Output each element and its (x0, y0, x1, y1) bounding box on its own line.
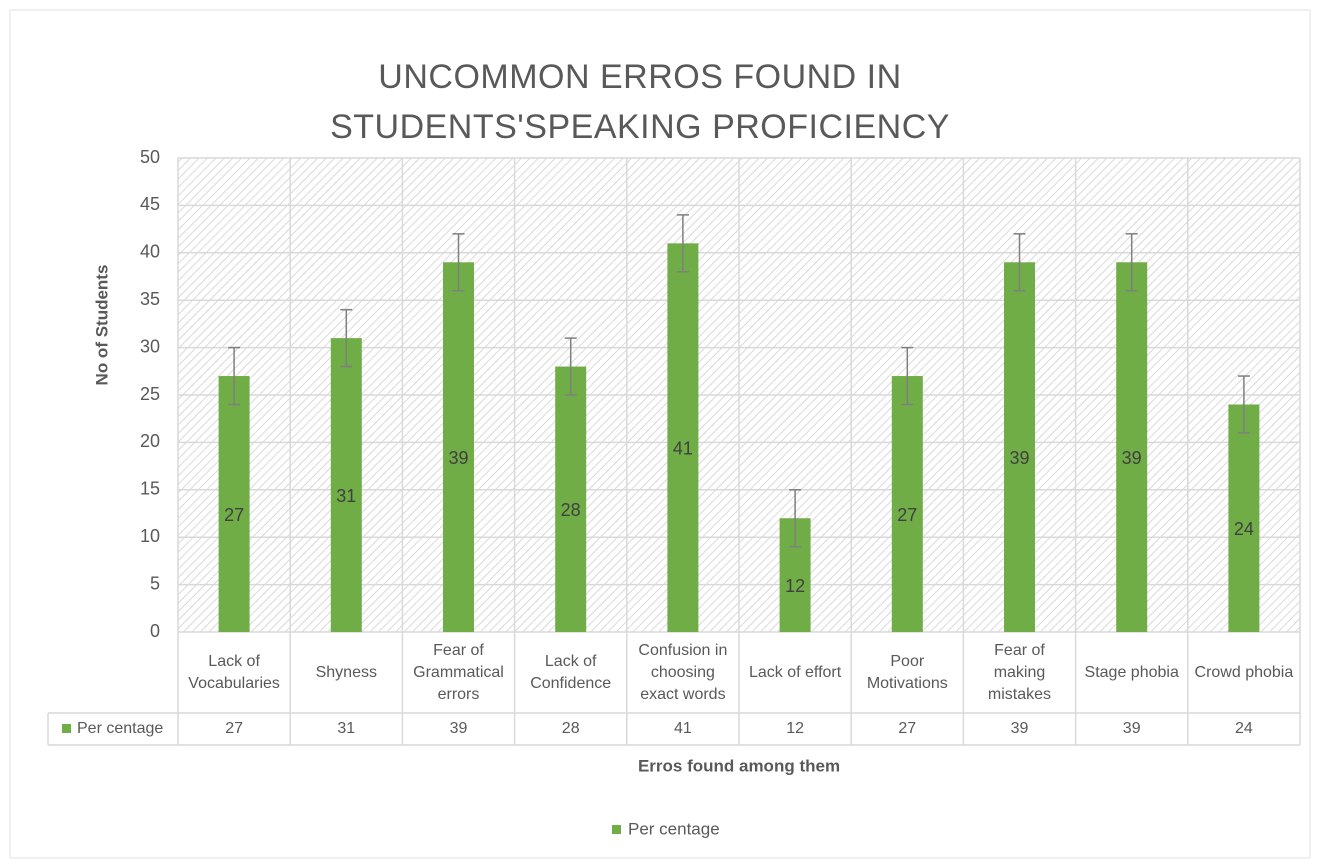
x-tick-label: Lack of Vocabularies (188, 652, 280, 692)
data-label: 27 (897, 505, 917, 525)
x-axis-label: Erros found among them (638, 756, 840, 775)
y-tick-label: 0 (150, 621, 160, 641)
y-tick-label: 5 (150, 573, 160, 593)
y-tick-label: 50 (140, 147, 160, 167)
bar (330, 338, 362, 632)
data-label: 31 (336, 486, 356, 506)
bar (1228, 404, 1260, 632)
error-bar (564, 337, 577, 396)
data-label: 39 (1009, 448, 1029, 468)
legend-swatch (62, 724, 71, 733)
error-bar (340, 308, 353, 368)
bar (1116, 262, 1148, 632)
chart-title: UNCOMMON ERROS FOUND IN STUDENTS'SPEAKIN… (330, 58, 950, 146)
table-value: 27 (898, 720, 916, 737)
y-tick-label: 35 (140, 289, 160, 309)
error-bar (676, 214, 689, 273)
x-tick-label: Stage phobia (1084, 663, 1179, 681)
table-value: 27 (225, 720, 243, 737)
bar (891, 376, 923, 632)
y-axis-label: No of Students (92, 265, 111, 386)
table-value: 39 (1123, 720, 1141, 737)
y-tick-label: 40 (140, 242, 160, 262)
table-value: 39 (450, 720, 468, 737)
error-bar (1013, 233, 1026, 292)
bar (1004, 262, 1035, 632)
x-tick-label: Confusion in choosing exact words (638, 641, 728, 703)
error-bar (789, 489, 802, 548)
y-tick-label: 45 (140, 194, 160, 214)
data-label: 24 (1234, 519, 1254, 539)
x-tick-label: Shyness (315, 663, 377, 681)
table-value: 41 (674, 720, 692, 737)
y-tick-label: 30 (140, 336, 160, 356)
table-value: 24 (1235, 720, 1253, 737)
legend-label: Per centage (628, 819, 720, 838)
x-tick-label: Lack of effort (748, 663, 842, 681)
table-value: 12 (786, 720, 804, 737)
data-label: 39 (448, 448, 468, 468)
x-tick-label: Crowd phobia (1194, 663, 1294, 681)
table-value: 39 (1011, 720, 1029, 737)
table-series-name: Per centage (77, 720, 163, 737)
error-bar (228, 346, 241, 406)
error-bar (1125, 233, 1138, 292)
x-tick-label: Lack of Confidence (530, 652, 612, 692)
bar (218, 376, 250, 632)
x-tick-label: Fear of Grammatical errors (413, 641, 504, 703)
table-value: 28 (562, 720, 580, 737)
data-label: 39 (1122, 448, 1142, 468)
bar (555, 366, 587, 632)
table-value: 31 (337, 720, 355, 737)
x-tick-label: Poor Motivations (866, 652, 948, 692)
bar (667, 243, 699, 632)
y-tick-label: 25 (140, 384, 160, 404)
y-tick-label: 20 (140, 431, 160, 451)
data-label: 28 (561, 500, 581, 520)
data-label: 27 (224, 505, 244, 525)
error-bar (452, 233, 465, 292)
data-label: 41 (673, 438, 693, 458)
error-bar (1237, 375, 1250, 434)
y-tick-label: 15 (140, 479, 160, 499)
y-tick-label: 10 (140, 526, 160, 546)
data-label: 12 (785, 576, 805, 596)
chart-border (9, 9, 1311, 859)
x-tick-label: Fear of making mistakes (987, 641, 1052, 703)
legend-swatch (612, 825, 621, 834)
bar (443, 262, 474, 632)
error-bar (901, 346, 914, 406)
